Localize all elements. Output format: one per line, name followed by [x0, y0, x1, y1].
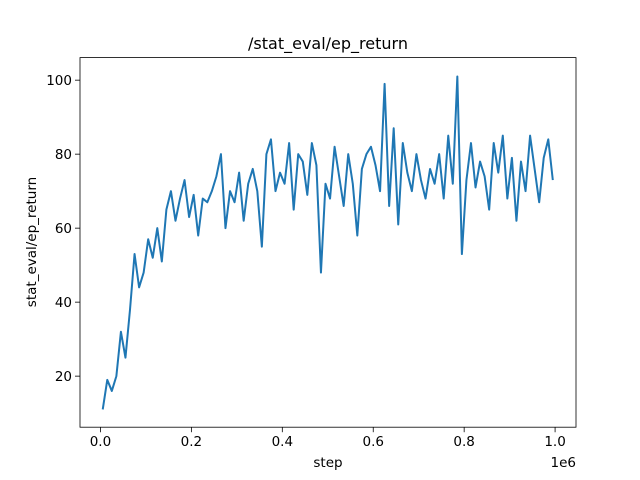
y-tick-label: 40 — [55, 295, 72, 311]
x-tick-label: 0.2 — [181, 434, 202, 450]
y-tick-label: 80 — [55, 147, 72, 163]
plot-frame — [79, 57, 577, 428]
x-tick-label: 1.0 — [544, 434, 565, 450]
x-tick-label: 0.8 — [453, 434, 474, 450]
x-tick-label: 0.0 — [90, 434, 111, 450]
x-offset-label: 1e6 — [551, 455, 576, 471]
y-axis-label: stat_eval/ep_return — [24, 177, 40, 307]
y-tick-label: 20 — [55, 369, 72, 385]
data-line — [101, 75, 554, 410]
y-tick-label: 60 — [55, 221, 72, 237]
y-tick-label: 100 — [46, 73, 72, 89]
chart-title: /stat_eval/ep_return — [248, 34, 408, 54]
x-axis-label: step — [313, 455, 342, 471]
x-tick-label: 0.6 — [362, 434, 383, 450]
x-tick-label: 0.4 — [272, 434, 293, 450]
